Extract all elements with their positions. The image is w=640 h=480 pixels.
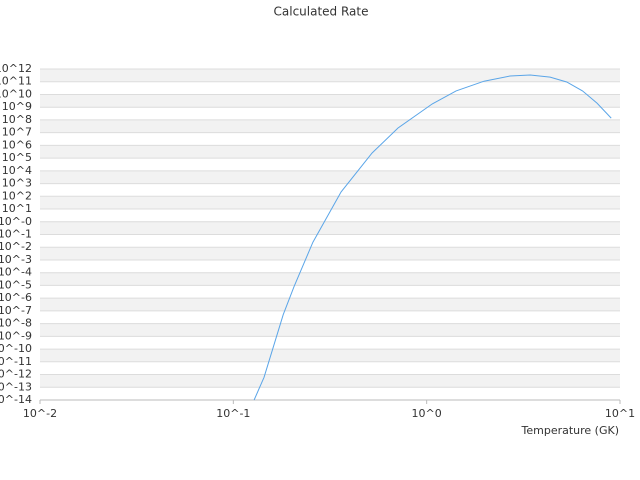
x-tick-label: 10^1: [605, 407, 635, 420]
y-tick-label: 10^4: [2, 164, 32, 177]
grid-band: [40, 170, 620, 184]
y-tick-label: 10^-14: [0, 393, 32, 406]
grid-band: [40, 374, 620, 388]
y-tick-label: 10^-10: [0, 342, 32, 355]
y-tick-label: 10^11: [0, 75, 32, 88]
grid-band: [40, 247, 620, 260]
y-tick-label: 10^-3: [0, 253, 32, 266]
grid-band: [40, 349, 620, 362]
grid-band: [40, 298, 620, 311]
y-tick-label: 10^-13: [0, 380, 32, 393]
grid-band: [40, 94, 620, 108]
y-tick-label: 10^-7: [0, 304, 32, 317]
grid-band: [40, 69, 620, 82]
y-tick-label: 10^-1: [0, 228, 32, 241]
y-tick-label: 10^10: [0, 87, 32, 100]
grid-band: [40, 323, 620, 337]
y-tick-label: 10^7: [2, 126, 32, 139]
y-tick-label: 10^-0: [0, 215, 32, 228]
grid-band: [40, 272, 620, 286]
y-tick-label: 10^-11: [0, 355, 32, 368]
x-tick-label: 10^0: [412, 407, 442, 420]
y-tick-label: 10^9: [2, 100, 32, 113]
y-tick-label: 10^1: [2, 202, 32, 215]
data-line: [253, 74, 612, 401]
y-tick-label: 10^6: [2, 138, 32, 151]
y-tick-label: 10^-9: [0, 329, 32, 342]
grid-band: [40, 196, 620, 210]
grid-band: [40, 221, 620, 235]
y-tick-label: 10^12: [0, 62, 32, 75]
x-axis-label: Temperature (GK): [521, 424, 620, 437]
y-tick-label: 10^-2: [0, 240, 32, 253]
y-tick-label: 10^-4: [0, 266, 32, 279]
y-tick-label: 10^-12: [0, 368, 32, 381]
chart-title: Calculated Rate: [274, 5, 369, 19]
y-tick-label: 10^3: [2, 177, 32, 190]
grid-band: [40, 145, 620, 159]
y-tick-label: 10^5: [2, 151, 32, 164]
x-tick-label: 10^-1: [216, 407, 250, 420]
y-tick-label: 10^2: [2, 189, 32, 202]
x-tick-label: 10^-2: [23, 407, 57, 420]
y-tick-label: 10^-6: [0, 291, 32, 304]
y-tick-label: 10^-5: [0, 278, 32, 291]
y-tick-label: 10^8: [2, 113, 32, 126]
y-tick-label: 10^-8: [0, 317, 32, 330]
grid-band: [40, 119, 620, 133]
